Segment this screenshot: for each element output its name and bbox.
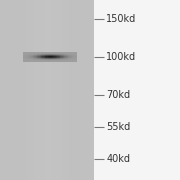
Bar: [92, 0, 94, 180]
Bar: [39, 0, 41, 180]
Bar: [71, 0, 73, 180]
Bar: [26, 0, 28, 180]
Bar: [19, 0, 21, 180]
Text: 70kd: 70kd: [106, 89, 130, 100]
Bar: [24, 0, 26, 180]
Bar: [49, 0, 51, 180]
Bar: [0, 0, 2, 180]
Bar: [86, 0, 88, 180]
Text: 40kd: 40kd: [106, 154, 130, 164]
Bar: [6, 0, 8, 180]
Bar: [36, 0, 37, 180]
Bar: [82, 0, 84, 180]
Bar: [32, 0, 34, 180]
Bar: [21, 0, 22, 180]
Bar: [60, 0, 62, 180]
Bar: [45, 0, 47, 180]
Bar: [58, 0, 60, 180]
Bar: [73, 0, 75, 180]
Bar: [56, 0, 58, 180]
Bar: [28, 0, 30, 180]
Bar: [37, 0, 39, 180]
Bar: [54, 0, 56, 180]
Bar: [2, 0, 4, 180]
Bar: [79, 0, 80, 180]
Text: 150kd: 150kd: [106, 14, 136, 24]
Bar: [0, 0, 94, 180]
Bar: [4, 0, 6, 180]
Bar: [80, 0, 82, 180]
Bar: [34, 0, 36, 180]
Bar: [64, 0, 66, 180]
Bar: [22, 0, 24, 180]
Bar: [75, 0, 77, 180]
Bar: [62, 0, 64, 180]
Bar: [30, 0, 32, 180]
Bar: [69, 0, 71, 180]
Bar: [77, 0, 79, 180]
Bar: [17, 0, 19, 180]
Bar: [51, 0, 52, 180]
Bar: [41, 0, 43, 180]
Bar: [66, 0, 67, 180]
Bar: [43, 0, 45, 180]
Bar: [67, 0, 69, 180]
Text: 55kd: 55kd: [106, 122, 130, 132]
Bar: [11, 0, 13, 180]
Bar: [9, 0, 11, 180]
Bar: [15, 0, 17, 180]
Bar: [52, 0, 54, 180]
Bar: [13, 0, 15, 180]
Bar: [88, 0, 90, 180]
Bar: [47, 0, 49, 180]
Bar: [84, 0, 86, 180]
Bar: [8, 0, 9, 180]
Text: 100kd: 100kd: [106, 52, 136, 62]
Bar: [90, 0, 92, 180]
